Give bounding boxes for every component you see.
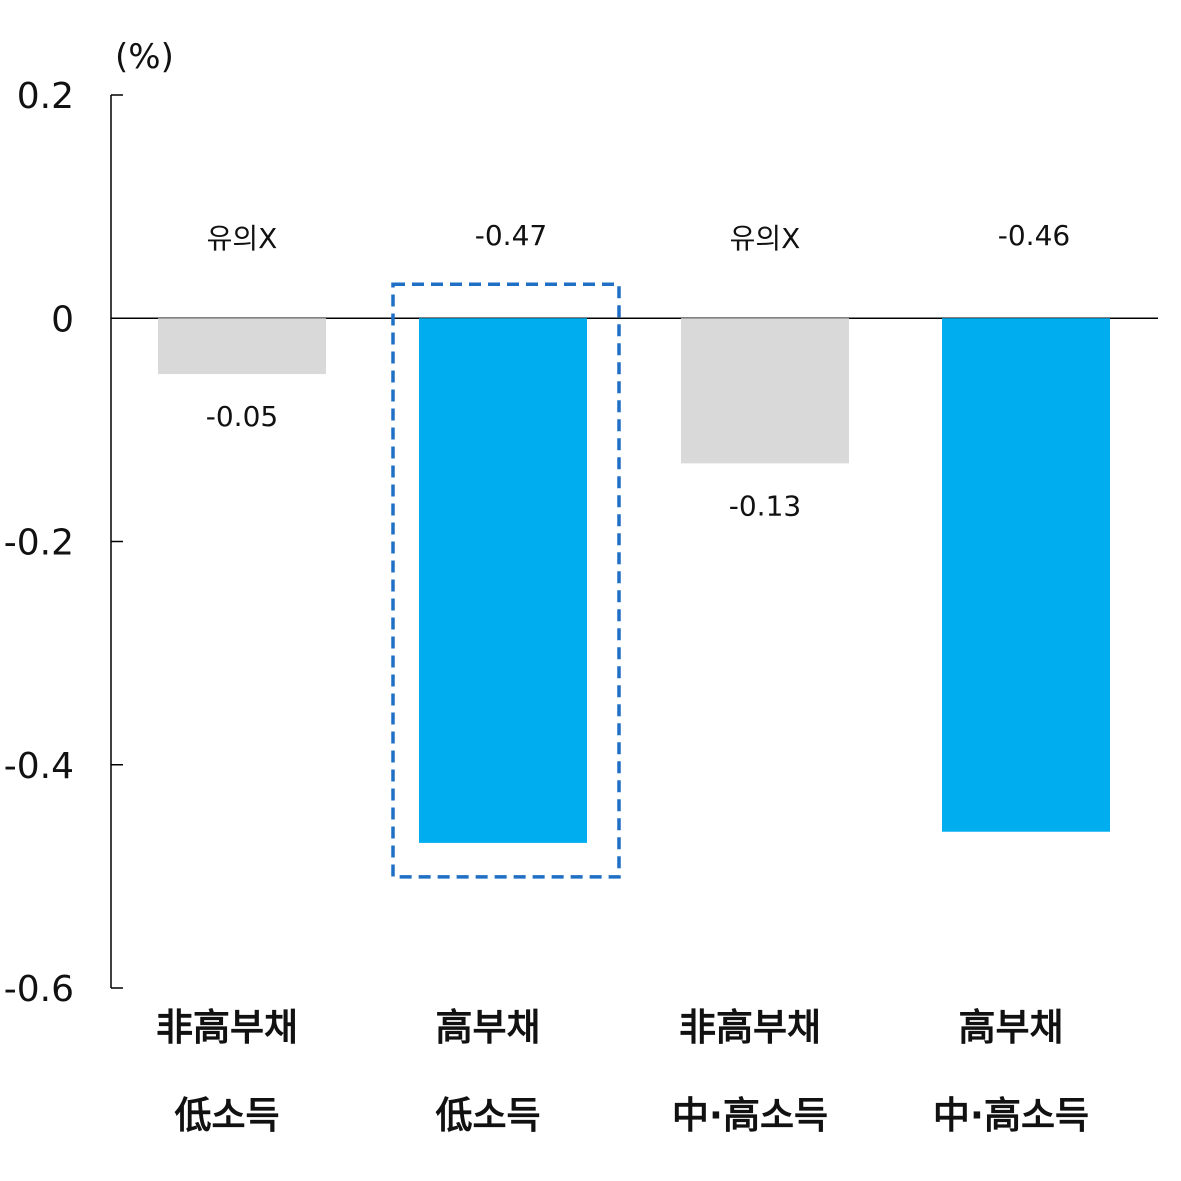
category-label-line1: 非高부채 xyxy=(679,1006,821,1049)
bar xyxy=(681,318,849,464)
y-tick-label: 0.2 xyxy=(17,76,74,117)
bars xyxy=(158,282,1110,879)
bar xyxy=(419,318,587,843)
category-label-line2: 低소득 xyxy=(174,1094,279,1137)
y-tick-label: -0.2 xyxy=(4,523,74,564)
bar xyxy=(942,318,1110,832)
y-tick-label: 0 xyxy=(51,299,74,340)
y-axis: 0.2 0 -0.2 -0.4 -0.6 xyxy=(4,76,1158,1010)
y-axis-unit: (%) xyxy=(115,37,174,77)
value-label: -0.46 xyxy=(998,219,1070,252)
significance-note: 유의X xyxy=(207,222,278,255)
data-labels: 유의X -0.05 -0.47 유의X -0.13 -0.46 xyxy=(206,219,1070,522)
bar xyxy=(158,318,326,375)
significance-note: 유의X xyxy=(730,222,801,255)
category-label-line2: 中·高소득 xyxy=(672,1094,828,1137)
highlight-box xyxy=(391,282,621,879)
category-label-line1: 高부채 xyxy=(958,1006,1063,1049)
value-label: -0.47 xyxy=(475,219,547,252)
y-tick-label: -0.4 xyxy=(4,746,74,787)
value-label: -0.05 xyxy=(206,400,278,433)
category-label-line1: 高부채 xyxy=(435,1006,540,1049)
category-labels: 非高부채 低소득 高부채 低소득 非高부채 中·高소득 高부채 中·高소득 xyxy=(156,1006,1089,1137)
value-label: -0.13 xyxy=(729,489,801,522)
category-label-line2: 低소득 xyxy=(435,1094,540,1137)
category-label-line1: 非高부채 xyxy=(156,1006,298,1049)
category-label-line2: 中·高소득 xyxy=(933,1094,1089,1137)
y-tick-label: -0.6 xyxy=(4,969,74,1010)
